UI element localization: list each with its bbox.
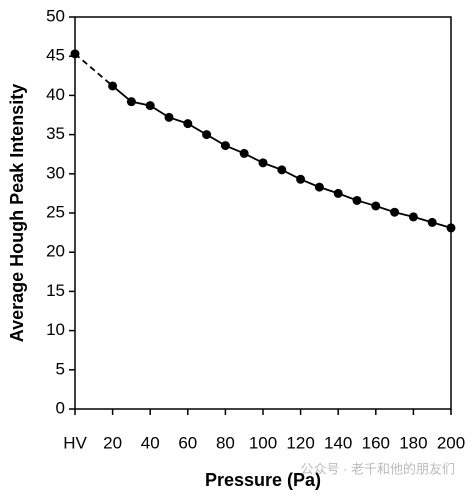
x-axis-title: Pressure (Pa) [205, 470, 321, 490]
marker [239, 148, 249, 158]
marker [408, 212, 418, 222]
x-tick-label: HV [63, 433, 87, 452]
y-axis-title: Average Hough Peak Intensity [7, 84, 27, 342]
line [112, 85, 452, 229]
marker [314, 182, 324, 192]
x-tick-label: 60 [178, 433, 197, 452]
marker [183, 119, 193, 129]
y-tick-label: 25 [46, 202, 65, 221]
y-tick-label: 45 [46, 46, 65, 65]
y-tick-label: 50 [46, 6, 65, 25]
marker [390, 207, 400, 217]
x-tick-label: 100 [249, 433, 277, 452]
marker [70, 49, 80, 59]
marker [202, 130, 212, 140]
marker [352, 195, 362, 205]
y-tick-label: 35 [46, 124, 65, 143]
marker [446, 223, 456, 233]
y-tick-label: 10 [46, 320, 65, 339]
x-tick-label: 40 [141, 433, 160, 452]
marker [164, 112, 174, 122]
marker [108, 81, 118, 91]
marker [277, 165, 287, 175]
y-tick-label: 0 [56, 398, 65, 417]
marker [296, 174, 306, 184]
x-tick-label: 140 [324, 433, 352, 452]
y-tick-label: 20 [46, 242, 65, 261]
x-tick-label: 180 [399, 433, 427, 452]
x-tick-label: 20 [103, 433, 122, 452]
marker [220, 141, 230, 151]
y-tick-label: 5 [56, 359, 65, 378]
dashed-line [74, 53, 114, 87]
marker [427, 217, 437, 227]
x-tick-label: 160 [362, 433, 390, 452]
marker [333, 188, 343, 198]
y-tick-label: 30 [46, 163, 65, 182]
marker [145, 101, 155, 111]
x-tick-label: 80 [216, 433, 235, 452]
y-tick-label: 40 [46, 85, 65, 104]
marker [371, 201, 381, 211]
x-tick-label: 200 [437, 433, 465, 452]
x-tick-label: 120 [286, 433, 314, 452]
marker [126, 97, 136, 107]
watermark: 公众号 · 老千和他的朋友们 [300, 461, 455, 476]
marker [258, 158, 268, 168]
y-tick-label: 15 [46, 281, 65, 300]
